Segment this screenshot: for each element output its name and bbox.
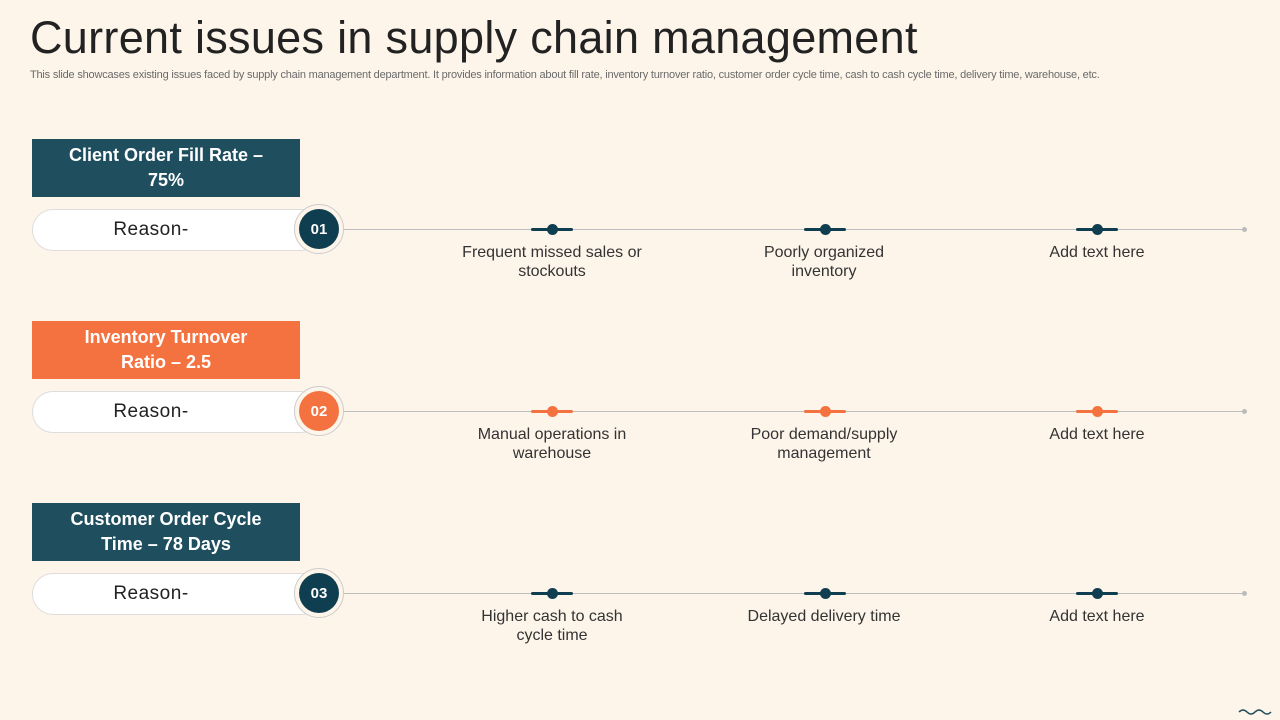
issue-row-3: Customer Order Cycle Time – 78 Days Reas… bbox=[0, 503, 1280, 644]
slide-title: Current issues in supply chain managemen… bbox=[30, 12, 918, 63]
timeline-end-dot bbox=[1242, 591, 1247, 596]
timeline-marker-dot bbox=[547, 224, 558, 235]
reason-pill bbox=[32, 573, 322, 615]
timeline-track bbox=[344, 411, 1245, 412]
metric-box-turnover-ratio: Inventory Turnover Ratio – 2.5 bbox=[32, 321, 300, 379]
reason-item: Frequent missed sales or stockouts bbox=[462, 244, 642, 280]
step-number-badge: 03 bbox=[299, 573, 339, 613]
timeline-marker-dot bbox=[547, 406, 558, 417]
step-number-badge: 01 bbox=[299, 209, 339, 249]
timeline-marker-dot bbox=[547, 588, 558, 599]
reason-item: Higher cash to cash cycle time bbox=[481, 608, 623, 644]
timeline-end-dot bbox=[1242, 409, 1247, 414]
timeline-marker-dot bbox=[1092, 588, 1103, 599]
issue-row-2: Inventory Turnover Ratio – 2.5 Reason- 0… bbox=[0, 321, 1280, 462]
slide-subtitle: This slide showcases existing issues fac… bbox=[30, 69, 1100, 81]
timeline-marker-dot bbox=[820, 406, 831, 417]
timeline-marker-dot bbox=[1092, 224, 1103, 235]
metric-label: Inventory Turnover Ratio – 2.5 bbox=[84, 327, 248, 372]
reason-item: Add text here bbox=[1049, 608, 1145, 625]
reason-pill bbox=[32, 209, 322, 251]
timeline-marker-dot bbox=[1092, 406, 1103, 417]
step-number-badge: 02 bbox=[299, 391, 339, 431]
reason-item: Poorly organized inventory bbox=[763, 244, 885, 280]
wave-logo-icon bbox=[1238, 709, 1272, 715]
reason-item: Add text here bbox=[1049, 426, 1145, 443]
timeline-marker-dot bbox=[820, 588, 831, 599]
metric-box-fill-rate: Client Order Fill Rate – 75% bbox=[32, 139, 300, 197]
reason-item: Delayed delivery time bbox=[747, 608, 901, 625]
reason-item: Poor demand/supply management bbox=[750, 426, 898, 462]
timeline-end-dot bbox=[1242, 227, 1247, 232]
reason-label: Reason- bbox=[113, 219, 189, 240]
reason-item: Add text here bbox=[1049, 244, 1145, 261]
reason-item: Manual operations in warehouse bbox=[477, 426, 627, 462]
timeline-track bbox=[344, 229, 1245, 230]
timeline-marker-dot bbox=[820, 224, 831, 235]
reason-pill bbox=[32, 391, 322, 433]
issue-row-1: Client Order Fill Rate – 75% Reason- 01 … bbox=[0, 139, 1280, 280]
metric-label: Client Order Fill Rate – 75% bbox=[68, 145, 264, 190]
metric-box-cycle-time: Customer Order Cycle Time – 78 Days bbox=[32, 503, 300, 561]
metric-label: Customer Order Cycle Time – 78 Days bbox=[70, 509, 262, 554]
reason-label: Reason- bbox=[113, 583, 189, 604]
timeline-track bbox=[344, 593, 1245, 594]
reason-label: Reason- bbox=[113, 401, 189, 422]
